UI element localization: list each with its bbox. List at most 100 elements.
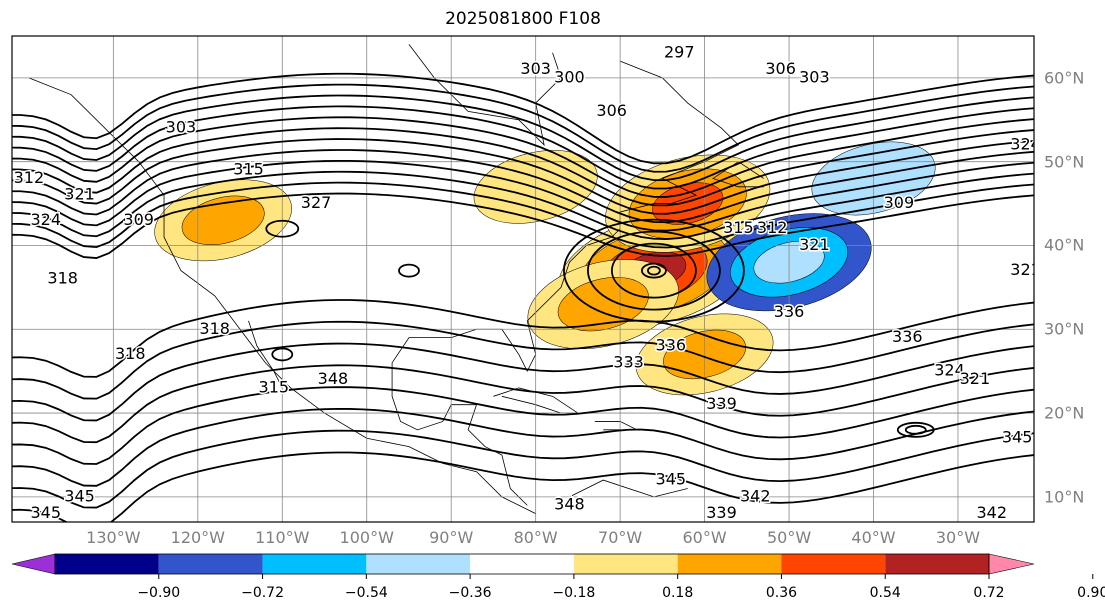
- contour-label: 318: [115, 344, 146, 363]
- contour-line: [12, 116, 1034, 198]
- coastline: [28, 77, 536, 514]
- contour-label: 321: [1010, 260, 1041, 279]
- colorbar: [11, 553, 1094, 579]
- colorbar-segment: [470, 554, 574, 574]
- contour-loop: [904, 424, 927, 435]
- contour-label: 345: [1002, 428, 1033, 447]
- contour-line: [12, 159, 1034, 232]
- contour-line: [12, 364, 1034, 444]
- colorbar-frame: [54, 553, 990, 575]
- contour-loop: [611, 242, 697, 299]
- contour-line: [12, 407, 1034, 487]
- colorbar-extend-high: [988, 553, 1035, 575]
- coastline: [248, 320, 283, 389]
- contour-label: 309: [123, 210, 154, 229]
- contour-label: 345: [64, 486, 95, 505]
- contour-label: 312: [14, 168, 45, 187]
- contour-label: 324: [31, 210, 62, 229]
- contour-label: 303: [520, 59, 551, 78]
- lon-tick-label: 60°W: [682, 528, 727, 547]
- contour-line: [12, 342, 1034, 422]
- lon-tick-label: 70°W: [598, 528, 643, 547]
- contour-label: 345: [31, 503, 62, 522]
- lon-tick-label: 110°W: [255, 528, 310, 547]
- lon-tick-label: 80°W: [513, 528, 558, 547]
- lon-tick-label: 120°W: [170, 528, 225, 547]
- colorbar-tick-label: −0.54: [344, 585, 388, 601]
- contour-loop: [563, 218, 745, 323]
- contour-label: 309: [884, 193, 915, 212]
- lat-tick-label: 60°N: [1044, 68, 1085, 88]
- contour-line: [12, 181, 1034, 249]
- contour-label: 336: [656, 336, 687, 355]
- contour-label: 324: [1010, 134, 1041, 153]
- contour-label: 342: [740, 486, 771, 505]
- contour-label: 339: [706, 503, 737, 522]
- contour-line: [12, 451, 1034, 522]
- contour-label: 336: [892, 327, 923, 346]
- contour-label: 321: [799, 235, 830, 254]
- contour-line: [12, 299, 1034, 378]
- colorbar-segment: [55, 554, 159, 574]
- map-frame: [11, 35, 1035, 523]
- contour-label: 339: [706, 394, 737, 413]
- contour-label: 318: [199, 319, 230, 338]
- contour-line: [12, 138, 1034, 215]
- contour-label: 324: [934, 361, 965, 380]
- lat-tick-label: 10°N: [1044, 487, 1085, 507]
- coastline: [569, 479, 688, 498]
- contour-label: 318: [47, 269, 78, 288]
- contour-label: 348: [318, 369, 349, 388]
- contour-label: 312: [757, 218, 788, 237]
- lat-tick-label: 20°N: [1044, 403, 1085, 423]
- lon-tick-label: 30°W: [935, 528, 981, 547]
- contour-label: 315: [233, 160, 264, 179]
- contour-loop: [271, 347, 294, 362]
- contour-label: 345: [656, 470, 687, 489]
- contour-label: 303: [799, 67, 830, 86]
- colorbar-tick-label: −0.36: [448, 585, 492, 601]
- colorbar-tick-label: −0.72: [241, 585, 284, 601]
- contour-label: 315: [259, 377, 290, 396]
- contour-label: 321: [64, 185, 95, 204]
- contour-line: [12, 83, 1034, 173]
- contour-line: [12, 127, 1034, 207]
- map-title: 2025081800 F108: [445, 9, 601, 29]
- coastline: [712, 161, 764, 188]
- contour-line: [12, 149, 1034, 224]
- contour-line: [12, 429, 1034, 509]
- colorbar-tick-label: −0.18: [552, 585, 596, 601]
- contour-line: [12, 386, 1034, 465]
- contour-line: [12, 72, 1034, 165]
- colorbar-tick-label: −0.90: [137, 585, 181, 601]
- colorbar-segment: [573, 554, 678, 574]
- colorbar-tick-label: 0.36: [765, 585, 798, 601]
- colorbar-segment: [781, 554, 886, 574]
- contour-line: [12, 320, 1034, 400]
- contour-loop: [647, 265, 661, 276]
- contour-label: 300: [554, 67, 585, 86]
- colorbar-tick-label: 0.18: [662, 585, 694, 601]
- colorbar-segment: [885, 554, 989, 574]
- contour-line: [12, 170, 1034, 240]
- contour-label: 336: [774, 302, 805, 321]
- contour-lines: [12, 72, 1034, 522]
- contour-line: [12, 192, 1034, 259]
- colorbar-extend-low: [11, 553, 56, 575]
- anomaly-shade: [181, 195, 265, 245]
- contour-label: 327: [301, 193, 332, 212]
- colorbar-segment: [262, 554, 367, 574]
- lat-tick-label: 40°N: [1044, 235, 1085, 255]
- colorbar-segment: [366, 554, 471, 574]
- lon-tick-label: 90°W: [429, 528, 474, 547]
- lat-tick-label: 30°N: [1044, 319, 1085, 339]
- contour-label: 315: [723, 218, 754, 237]
- colorbar-tick-label: 0.90: [1077, 585, 1105, 601]
- lon-tick-label: 50°W: [766, 528, 812, 547]
- contour-label: 297: [664, 42, 695, 61]
- colorbar-tick-label: 0.72: [973, 585, 1005, 601]
- coastline: [391, 362, 528, 506]
- contour-loop: [896, 421, 935, 438]
